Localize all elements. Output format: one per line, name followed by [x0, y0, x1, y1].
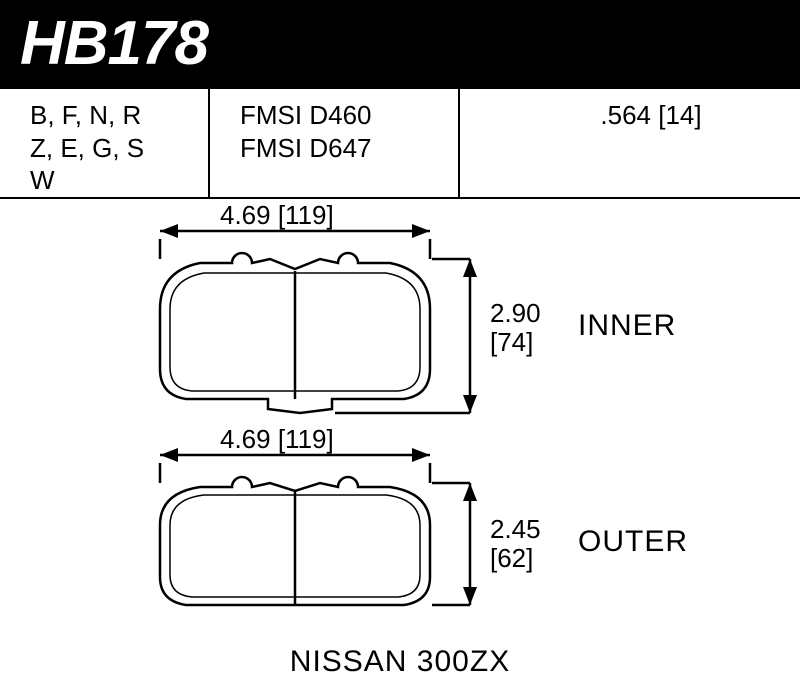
inner-name: INNER — [578, 309, 676, 343]
outer-name: OUTER — [578, 525, 688, 559]
fmsi-line: FMSI D460 — [240, 99, 440, 132]
inner-pad-drawing — [160, 224, 477, 413]
diagram-svg — [0, 199, 800, 639]
thickness-value: .564 [14] — [520, 99, 782, 132]
thickness-cell: .564 [14] — [460, 89, 800, 197]
outer-height-label: 2.45 [62] — [490, 515, 541, 572]
fmsi-cell: FMSI D460 FMSI D647 — [210, 89, 460, 197]
inner-width-label: 4.69 [119] — [220, 201, 334, 230]
header-bar: HB178 — [0, 0, 800, 89]
compound-line: Z, E, G, S — [30, 132, 190, 165]
inner-height-label: 2.90 [74] — [490, 299, 541, 356]
spec-row: B, F, N, R Z, E, G, S W FMSI D460 FMSI D… — [0, 89, 800, 199]
outer-width-label: 4.69 [119] — [220, 425, 334, 454]
part-number: HB178 — [20, 9, 208, 78]
compound-line: W — [30, 164, 190, 197]
compound-line: B, F, N, R — [30, 99, 190, 132]
outer-pad-drawing — [160, 448, 477, 605]
vehicle-footer: NISSAN 300ZX — [0, 645, 800, 679]
diagram-area: 4.69 [119] 2.90 [74] INNER 4.69 [119] 2.… — [0, 199, 800, 639]
fmsi-line: FMSI D647 — [240, 132, 440, 165]
compound-codes-cell: B, F, N, R Z, E, G, S W — [0, 89, 210, 197]
